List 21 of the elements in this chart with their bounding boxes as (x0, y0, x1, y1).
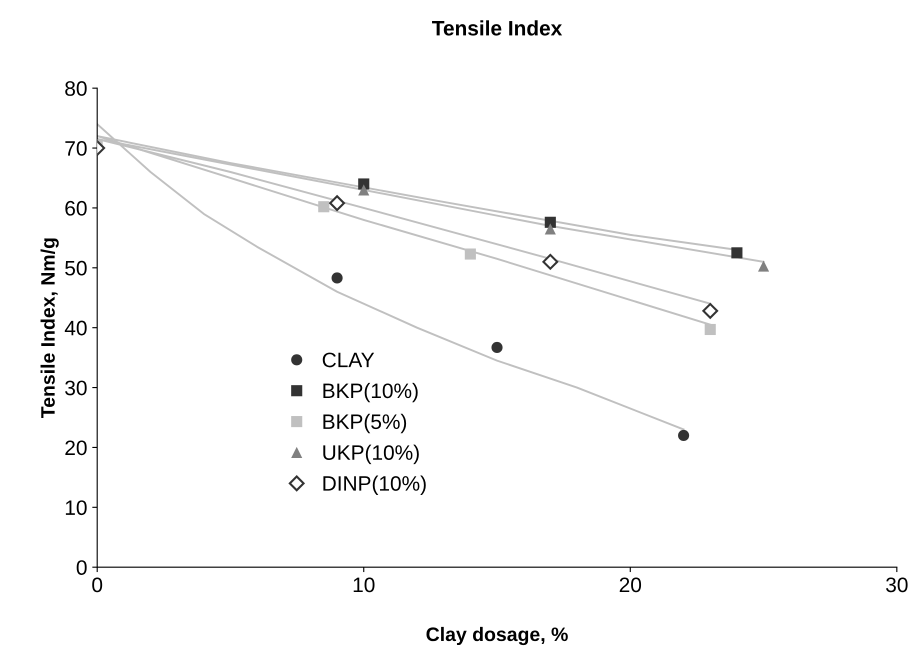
x-tick-label: 30 (886, 577, 908, 592)
legend-label: UKP(10%) (323, 444, 419, 464)
y-tick-label: 50 (65, 260, 87, 276)
legend-label: CLAY (322, 352, 374, 368)
y-tick-label: 70 (65, 141, 87, 156)
legend-label: BKP(10%) (323, 382, 418, 402)
legend-label: DINP(10%) (323, 476, 426, 495)
x-axis-title: Clay dosage, % (426, 626, 568, 646)
x-tick-label: 10 (354, 577, 375, 592)
y-axis-title: Tensile Index, Nm/g (40, 238, 59, 418)
x-tick-label: 0 (92, 577, 102, 592)
y-tick-label: 80 (65, 81, 87, 96)
y-tick-label: 60 (65, 200, 87, 216)
chart-title: Tensile Index (432, 20, 562, 36)
x-tick-label: 20 (620, 577, 642, 592)
y-tick-label: 30 (65, 380, 87, 396)
y-tick-label: 20 (65, 440, 87, 456)
y-tick-label: 0 (76, 560, 87, 575)
y-tick-label: 10 (66, 500, 87, 516)
y-tick-label: 40 (64, 320, 87, 336)
legend-label: BKP(5%) (323, 414, 406, 434)
